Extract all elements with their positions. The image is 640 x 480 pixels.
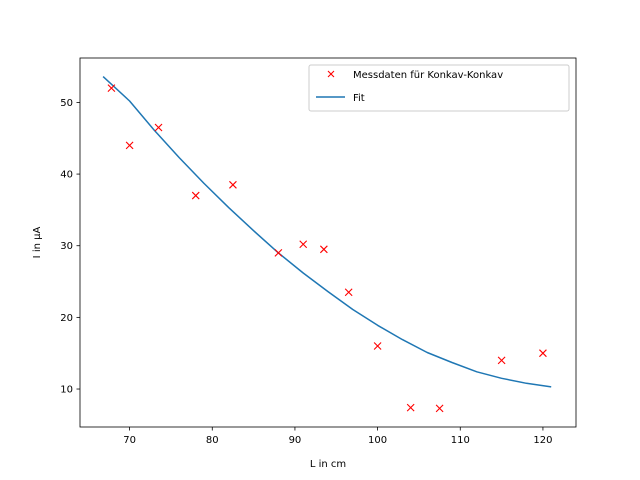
data-point-marker [344, 288, 353, 297]
plot-area [80, 58, 576, 427]
data-point-marker [373, 342, 382, 350]
y-tick-label: 10 [60, 385, 73, 396]
y-tick-label: 40 [60, 170, 73, 181]
legend-label-fit: Fit [353, 93, 365, 104]
data-point-marker [191, 191, 200, 200]
data-point-marker [497, 356, 506, 365]
y-tick-label: 30 [60, 241, 73, 252]
legend: Messdaten für Konkav-Konkav Fit [308, 64, 570, 112]
x-tick-label: 90 [289, 435, 302, 446]
fit-line [102, 76, 552, 388]
data-point-marker [274, 249, 283, 257]
data-point-marker [435, 404, 444, 413]
x-tick-label: 100 [368, 435, 387, 446]
x-axis-ticks: 70 80 90 100 110 120 [123, 427, 552, 446]
legend-box [308, 64, 570, 112]
data-point-marker [319, 245, 328, 254]
marker-layer [107, 84, 547, 413]
x-tick-label: 110 [451, 435, 470, 446]
plot-frame [79, 57, 577, 428]
legend-label-messdaten: Messdaten für Konkav-Konkav [353, 70, 503, 81]
y-axis-ticks: 10 20 30 40 50 [60, 98, 80, 396]
fit-layer [102, 76, 552, 388]
data-point-marker [107, 84, 116, 92]
data-point-marker [299, 240, 308, 249]
data-point-marker [406, 403, 415, 412]
x-axis-label: L in cm [310, 459, 346, 470]
y-tick-label: 50 [60, 98, 73, 109]
x-tick-label: 120 [533, 435, 552, 446]
data-point-marker [539, 349, 547, 358]
data-point-marker [125, 141, 134, 150]
data-point-marker [154, 123, 163, 132]
x-tick-label: 80 [206, 435, 219, 446]
legend-marker-x [327, 70, 335, 78]
y-axis-label: I in μA [32, 227, 43, 259]
y-tick-label: 20 [60, 313, 73, 324]
data-point-marker [229, 180, 237, 189]
x-tick-label: 70 [123, 435, 136, 446]
